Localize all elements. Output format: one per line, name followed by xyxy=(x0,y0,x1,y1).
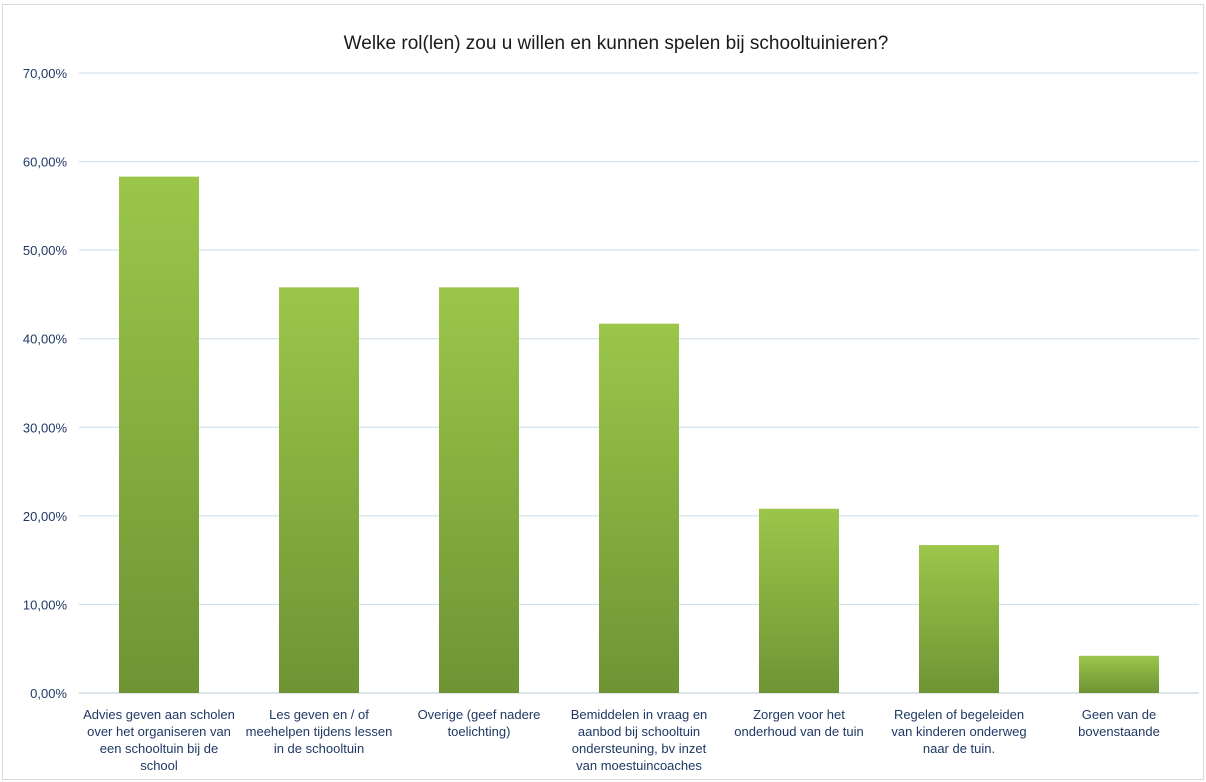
bar-chart: Welke rol(len) zou u willen en kunnen sp… xyxy=(23,33,1199,773)
bar xyxy=(119,176,199,694)
bar xyxy=(279,287,359,693)
bar xyxy=(439,287,519,693)
bar xyxy=(919,545,999,693)
y-tick-label: 30,00% xyxy=(23,420,68,435)
y-tick-label: 70,00% xyxy=(23,66,68,81)
y-tick-label: 20,00% xyxy=(23,509,68,524)
bar xyxy=(759,508,839,693)
x-category-label: Bemiddelen in vraag en aanbod bij schoolt… xyxy=(571,707,708,773)
chart-frame: Welke rol(len) zou u willen en kunnen sp… xyxy=(2,4,1204,780)
y-tick-label: 10,00% xyxy=(23,597,68,612)
bars xyxy=(119,176,1159,694)
x-category-label: Les geven en / of meehelpen tijdens lesse… xyxy=(246,707,393,756)
x-category-label: Advies geven aan scholen over het organis… xyxy=(83,707,235,773)
chart-title: Welke rol(len) zou u willen en kunnen sp… xyxy=(344,33,889,54)
x-axis-labels: Advies geven aan scholen over het organis… xyxy=(83,707,1160,773)
y-tick-label: 50,00% xyxy=(23,243,68,258)
y-tick-label: 40,00% xyxy=(23,332,68,347)
bar xyxy=(599,323,679,693)
x-category-label: Regelen of begeleiden van kinderen onderw… xyxy=(891,707,1026,756)
x-category-label: Geen van de bovenstaande xyxy=(1078,707,1160,739)
y-tick-label: 60,00% xyxy=(23,155,68,170)
y-tick-label: 0,00% xyxy=(30,686,67,701)
bar xyxy=(1079,655,1159,693)
x-category-label: Overige (geef nadere toelichting) xyxy=(418,707,541,739)
y-axis-ticks: 0,00% 10,00% 20,00% 30,00% 40,00% 50,00% 60,00… xyxy=(23,66,68,701)
x-category-label: Zorgen voor het onderhoud van de tuin xyxy=(734,707,863,739)
